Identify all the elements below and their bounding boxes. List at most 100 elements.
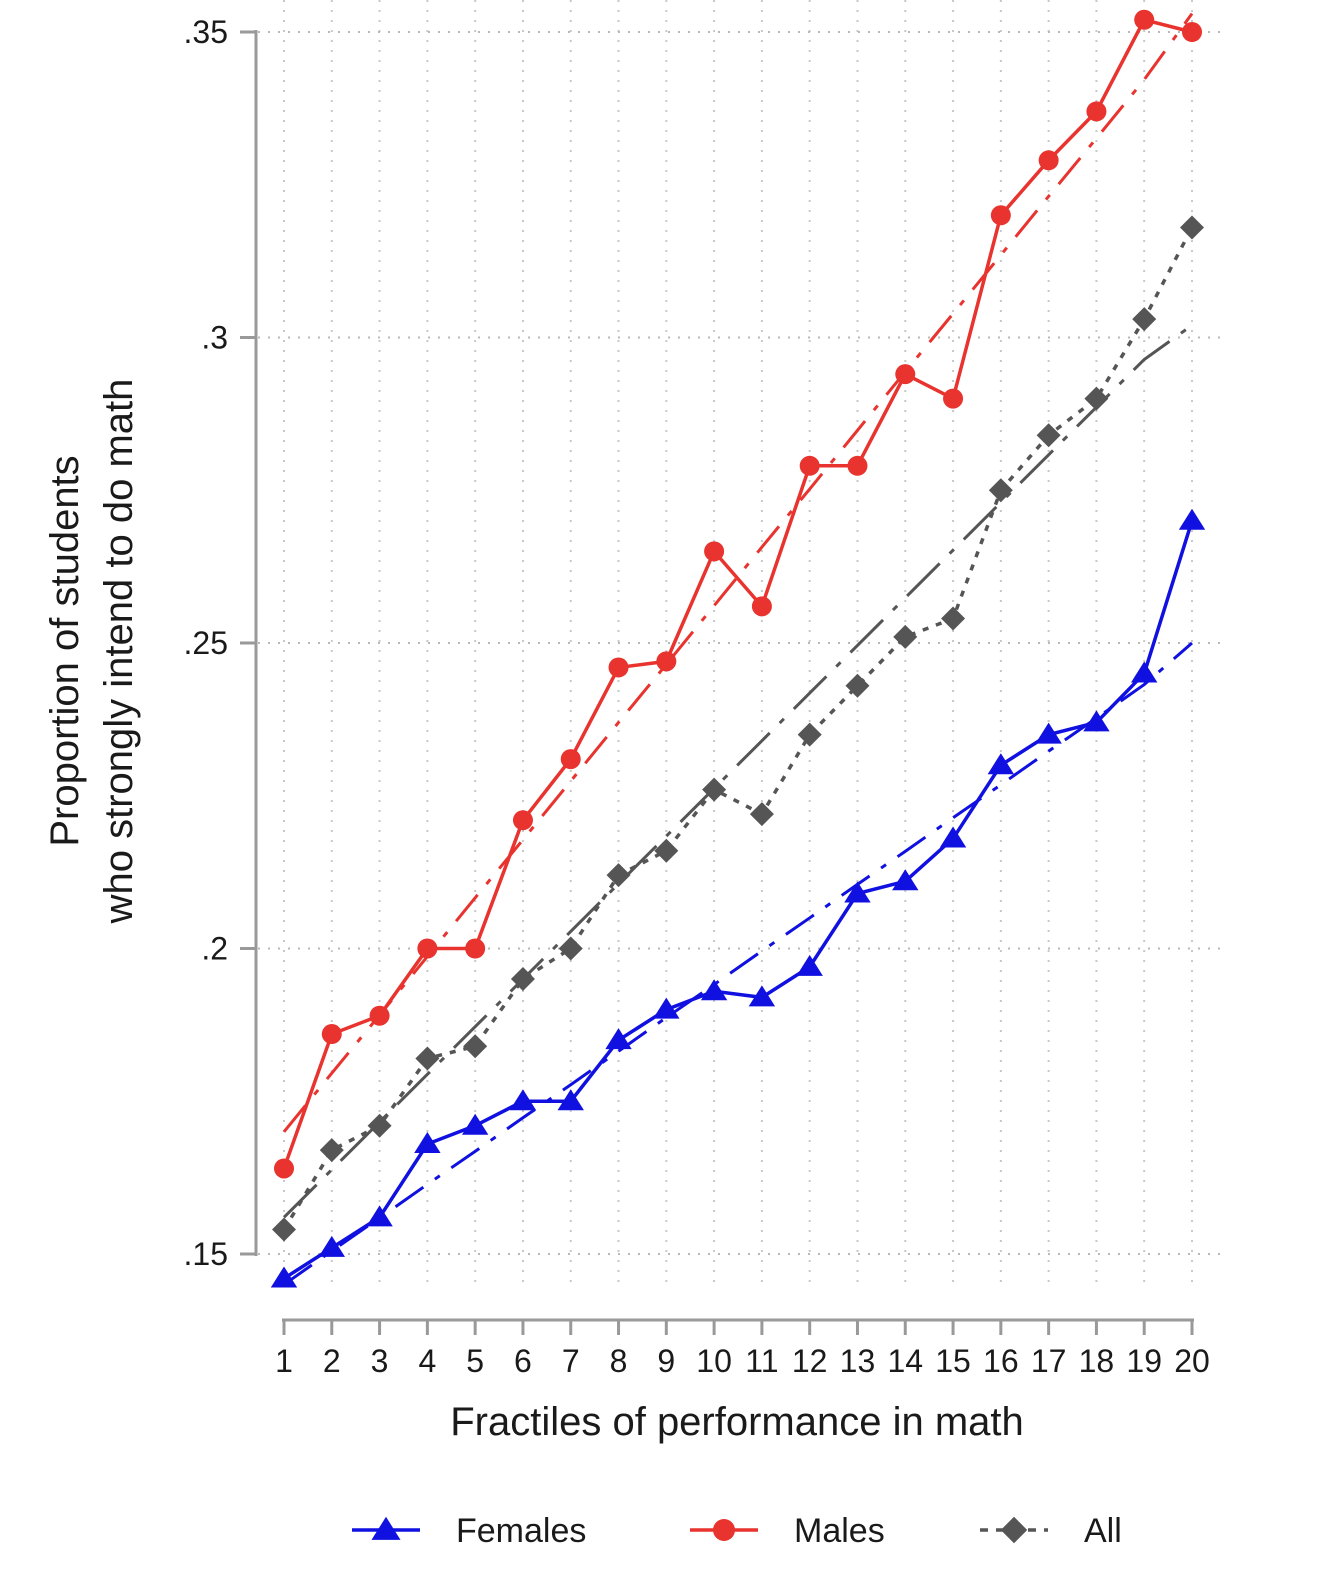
data-point-females <box>653 997 680 1019</box>
data-point-males <box>1086 101 1107 122</box>
data-point-all <box>702 777 727 802</box>
x-tick-label: 15 <box>935 1343 971 1379</box>
x-tick-label: 5 <box>466 1343 484 1379</box>
y-tick-label: .2 <box>201 931 228 967</box>
axes: .15.2.25.3.351 2 3 4 5 6 7 8 9 10 11 12 13 14 15 16 17 18… <box>184 14 1210 1379</box>
data-point-all <box>272 1217 296 1242</box>
data-point-females <box>557 1089 584 1111</box>
series-line-females <box>283 520 1194 1280</box>
data-point-males <box>656 651 677 672</box>
fit-line-males <box>282 12 1194 1133</box>
data-point-males <box>704 541 725 562</box>
x-tick-label: 8 <box>610 1343 628 1379</box>
series-line-all <box>282 226 1194 1231</box>
data-point-males <box>560 749 581 770</box>
data-point-males <box>321 1024 342 1045</box>
y-axis-title: Proportion of students who strongly inte… <box>43 379 141 925</box>
series-all <box>272 215 1204 1242</box>
legend: Females Males All <box>352 1512 1122 1550</box>
y-tick-label: .15 <box>184 1236 228 1272</box>
x-tick-label: 7 <box>562 1343 580 1379</box>
legend-item-males: Males <box>690 1512 885 1550</box>
data-point-all <box>463 1034 488 1059</box>
y-tick-label: .3 <box>201 320 228 356</box>
x-tick-label: 4 <box>418 1343 436 1379</box>
data-point-males <box>847 455 868 476</box>
x-tick-label: 18 <box>1079 1343 1115 1379</box>
data-point-females <box>509 1089 537 1111</box>
data-point-females <box>605 1028 632 1050</box>
fit-line-all <box>282 324 1193 1219</box>
data-point-all <box>941 606 966 631</box>
legend-label-all: All <box>1084 1512 1122 1550</box>
x-tick-label: 19 <box>1126 1343 1162 1379</box>
x-tick-label: 1 <box>275 1343 293 1379</box>
data-point-all <box>988 478 1013 503</box>
x-tick-label: 10 <box>696 1343 732 1379</box>
data-point-males <box>799 455 820 476</box>
x-tick-label: 14 <box>887 1343 923 1379</box>
data-point-all <box>893 624 918 649</box>
grid <box>258 0 1222 1290</box>
data-point-all <box>510 967 535 992</box>
y-tick-label: .25 <box>184 625 228 661</box>
series-males <box>274 9 1202 1179</box>
x-tick-label: 11 <box>745 1343 778 1379</box>
legend-marker-males <box>713 1519 735 1541</box>
data-point-males <box>417 938 438 959</box>
x-tick-label: 9 <box>657 1343 675 1379</box>
data-point-males <box>943 388 964 409</box>
data-point-all <box>558 936 583 961</box>
legend-label-males: Males <box>794 1512 885 1550</box>
data-point-males <box>274 1158 294 1179</box>
data-point-all <box>367 1113 392 1138</box>
data-point-females <box>700 979 728 1001</box>
y-axis-title-line-2: who strongly intend to do math <box>97 379 141 925</box>
legend-item-females: Females <box>352 1512 586 1550</box>
x-tick-label: 6 <box>514 1343 532 1379</box>
x-tick-label: 17 <box>1031 1343 1067 1379</box>
data-point-females <box>1178 508 1206 530</box>
legend-marker-females <box>371 1516 401 1540</box>
x-axis-title: Fractiles of performance in math <box>450 1400 1024 1444</box>
fit-line-females <box>283 641 1193 1286</box>
legend-item-all: All <box>980 1512 1122 1550</box>
data-point-females <box>270 1266 298 1288</box>
data-point-males <box>895 364 916 385</box>
x-tick-label: 3 <box>371 1343 389 1379</box>
x-tick-label: 13 <box>840 1343 876 1379</box>
x-tick-label: 20 <box>1174 1343 1210 1379</box>
legend-marker-all <box>1000 1516 1028 1544</box>
data-point-females <box>1131 661 1158 683</box>
data-point-all <box>654 838 679 863</box>
data-point-females <box>796 954 823 976</box>
legend-label-females: Females <box>456 1512 586 1550</box>
data-point-females <box>939 826 967 848</box>
data-point-females <box>1035 722 1062 744</box>
data-point-females <box>987 753 1015 775</box>
series <box>270 9 1206 1288</box>
x-tick-label: 12 <box>792 1343 828 1379</box>
data-point-all <box>797 722 822 747</box>
fit-lines <box>282 12 1194 1286</box>
data-point-females <box>844 881 871 903</box>
data-point-females <box>892 869 919 891</box>
data-point-all <box>1084 386 1109 411</box>
data-point-all <box>606 863 631 888</box>
data-point-males <box>751 596 772 617</box>
data-point-males <box>465 938 486 959</box>
data-point-males <box>512 810 533 831</box>
data-point-males <box>1134 9 1155 30</box>
data-point-females <box>1083 710 1110 732</box>
data-point-all <box>415 1046 440 1071</box>
data-point-females <box>366 1205 393 1227</box>
y-tick-label: .35 <box>184 14 228 50</box>
data-point-all <box>319 1138 344 1163</box>
data-point-all <box>1036 423 1061 448</box>
x-tick-label: 16 <box>983 1343 1019 1379</box>
data-point-all <box>749 802 774 827</box>
data-point-all <box>1180 215 1204 240</box>
data-point-females <box>461 1113 489 1135</box>
data-point-females <box>414 1132 441 1154</box>
